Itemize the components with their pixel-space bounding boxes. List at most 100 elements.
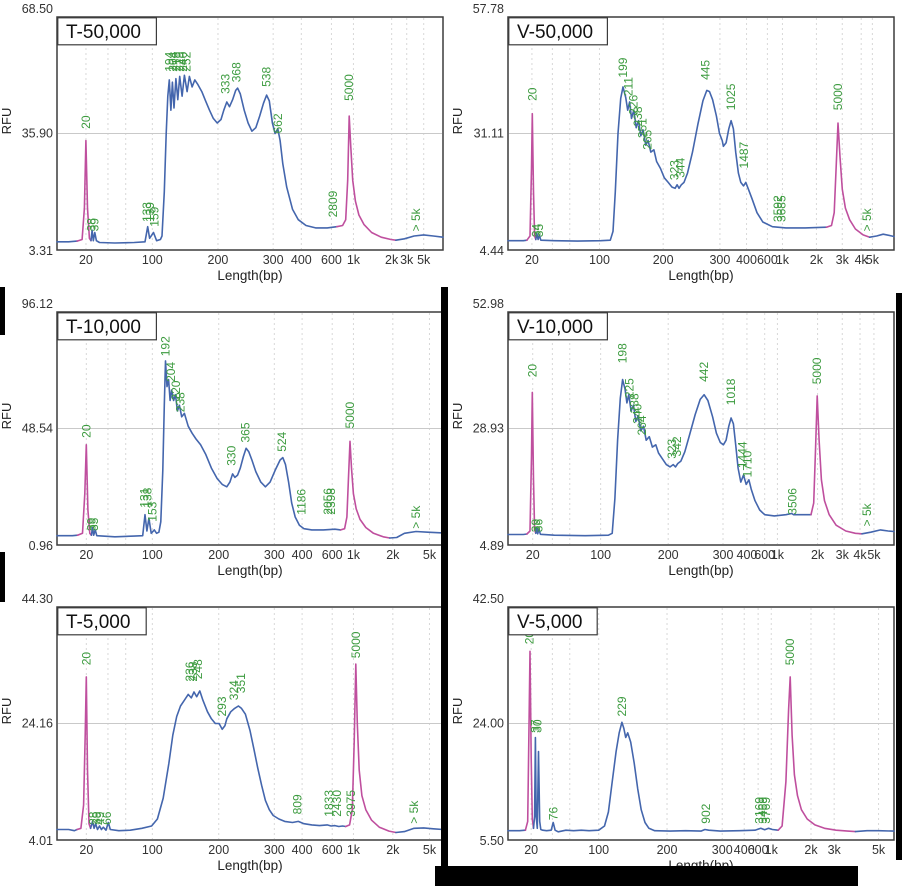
y-axis-mid-label: 31.11 [474, 127, 504, 141]
marker-trace [526, 112, 537, 241]
peak-label: 2430 [330, 790, 344, 817]
sample-trace [395, 827, 444, 834]
peak-label: 36 [531, 519, 545, 533]
x-tick-label: 2k [804, 843, 818, 857]
peak-label: 76 [547, 807, 561, 821]
x-tick-label: 600 [757, 253, 778, 267]
x-tick-label: 3k [828, 843, 842, 857]
marker-trace [335, 115, 397, 241]
peak-label: 159 [148, 206, 162, 226]
frame-mark [896, 293, 902, 860]
x-tick-label: 5k [872, 843, 886, 857]
peak-label: 35 [87, 517, 101, 531]
x-tick-label: 100 [589, 253, 610, 267]
peak-label: 264 [635, 415, 649, 435]
peak-label: 5000 [343, 401, 357, 428]
peak-label: > 5k [860, 502, 874, 526]
peak-label: 5000 [342, 74, 356, 101]
peak-label: 5000 [810, 357, 824, 384]
x-tick-label: 400 [291, 253, 312, 267]
peak-label: 39 [90, 811, 104, 825]
y-axis-title: RFU [0, 698, 14, 725]
x-tick-label: 600 [748, 843, 769, 857]
peak-label: 333 [219, 74, 233, 94]
peak-label: 1186 [294, 489, 308, 515]
sample-trace [868, 233, 895, 238]
peak-label: 220 [169, 380, 183, 400]
frame-mark [435, 866, 858, 886]
y-axis-mid-label: 24.00 [473, 717, 504, 731]
x-tick-label: 200 [208, 253, 229, 267]
peak-label: 3769 [759, 797, 773, 824]
x-tick-label: 20 [79, 548, 93, 562]
panel-t-5000: 20 28 39 49 66 236 238 248 293 324 351 809 1833 2430 3… [0, 590, 451, 886]
peak-label: 20 [79, 424, 93, 438]
peak-label: > 5k [407, 800, 421, 824]
peak-label: 342 [670, 436, 684, 456]
peak-label: 3169 [753, 797, 767, 824]
y-axis-min-label: 0.96 [29, 539, 53, 553]
panel-title: T-10,000 [66, 317, 141, 338]
peak-label: 252 [180, 51, 194, 71]
panel-title-box [57, 17, 157, 46]
peak-label: 293 [215, 696, 229, 716]
x-tick-label: 1k [771, 548, 785, 562]
x-tick-label: 400 [734, 843, 755, 857]
peak-label: 365 [238, 422, 252, 442]
peak-label: 344 [674, 157, 688, 177]
sample-trace [532, 721, 780, 833]
panel-title-box [508, 607, 598, 636]
sample-trace [56, 534, 79, 537]
peak-label: 323 [665, 438, 679, 458]
y-axis-title: RFU [0, 108, 14, 135]
peak-label: 39 [84, 517, 98, 531]
x-tick-label: 600 [322, 548, 343, 562]
peak-label: 238 [174, 392, 188, 412]
x-tick-label: 200 [208, 548, 229, 562]
peak-label: 251 [636, 118, 650, 138]
y-axis-min-label: 4.89 [480, 539, 504, 553]
peak-label: 330 [224, 445, 238, 465]
marker-trace [339, 440, 391, 539]
x-tick-label: 3k [836, 548, 850, 562]
panel-title-box [508, 312, 608, 341]
marker-trace [825, 122, 871, 238]
x-tick-label: 1k [347, 843, 361, 857]
y-axis-mid-label: 28.93 [473, 422, 504, 436]
sample-trace [89, 690, 347, 832]
peak-label: 1833 [322, 790, 336, 817]
peak-label: 236 [183, 661, 197, 681]
peak-label: 49 [93, 811, 107, 825]
x-tick-label: 2k [811, 548, 825, 562]
x-tick-label: 1k [765, 843, 779, 857]
x-axis-title: Length(bp) [217, 563, 282, 578]
x-tick-label: 200 [653, 253, 674, 267]
peak-label: 240 [631, 403, 645, 423]
marker-trace [344, 663, 397, 834]
marker-trace [76, 139, 92, 242]
peak-label: 2809 [326, 190, 340, 217]
sample-trace [507, 533, 528, 536]
x-axis-title: Length(bp) [668, 268, 733, 283]
peak-label: 225 [623, 378, 637, 398]
sample-trace [861, 529, 895, 535]
x-tick-label: 100 [142, 548, 163, 562]
peak-label: 240 [176, 51, 190, 71]
x-tick-label: 300 [264, 843, 285, 857]
panel-title-box [57, 607, 147, 636]
sample-trace [507, 829, 527, 832]
x-tick-label: 200 [657, 843, 678, 857]
y-axis-min-label: 4.44 [480, 244, 504, 258]
y-axis-max-label: 42.50 [473, 592, 504, 606]
panel-title: V-10,000 [517, 317, 593, 338]
x-tick-label: 1k [347, 253, 361, 267]
sample-trace [534, 86, 828, 242]
y-axis-min-label: 3.31 [29, 244, 53, 258]
peak-label: 138 [141, 487, 155, 507]
panel-title: T-5,000 [66, 612, 130, 633]
x-tick-label: 20 [524, 843, 538, 857]
x-tick-label: 100 [142, 843, 163, 857]
y-axis-max-label: 52.98 [473, 297, 504, 311]
peak-label: 324 [227, 680, 241, 700]
